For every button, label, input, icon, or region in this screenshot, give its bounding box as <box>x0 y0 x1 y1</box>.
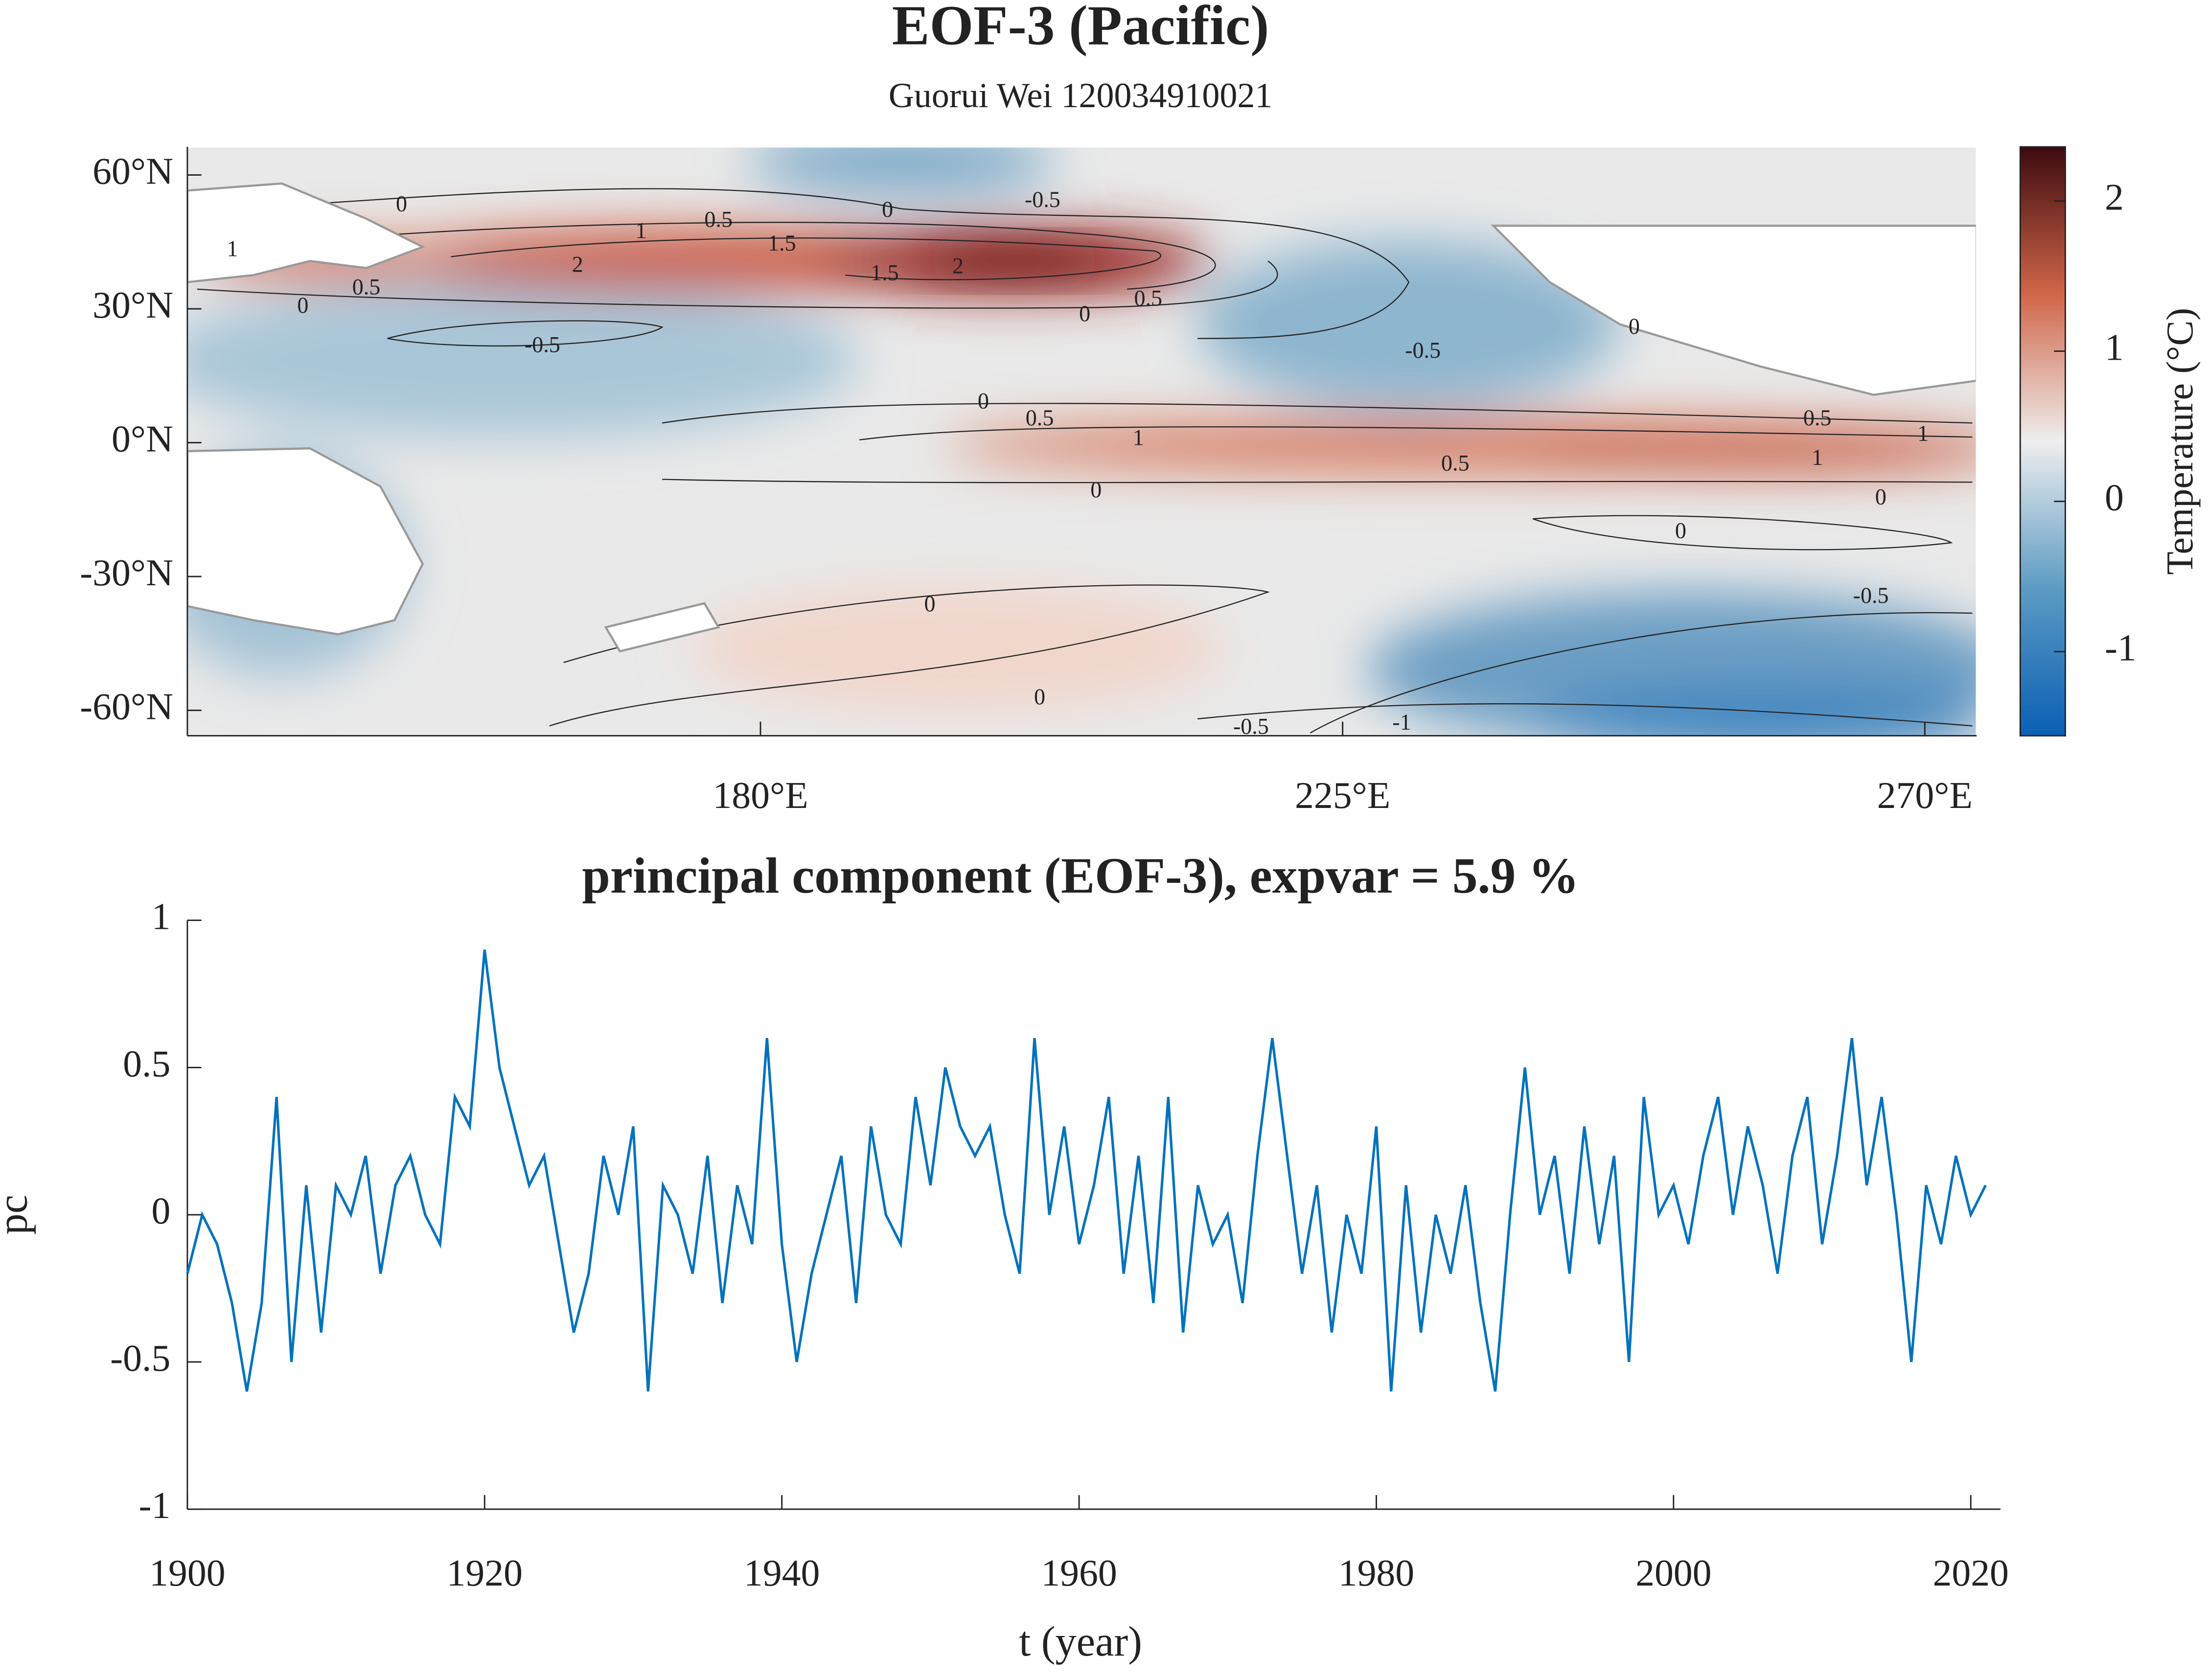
contour-label: 0 <box>1629 314 1640 339</box>
contour-label: -0.5 <box>525 332 560 357</box>
contour-label: 0.5 <box>1026 405 1054 430</box>
y-tick-label: -60°N <box>80 685 173 727</box>
contour-label: 1.5 <box>871 260 899 285</box>
contour-label: 0 <box>978 389 989 414</box>
contour-label: 0.5 <box>352 274 381 299</box>
x-tick-label: 2020 <box>1933 1552 2008 1594</box>
contour-label: -1 <box>1392 710 1411 735</box>
x-tick-label: 1980 <box>1338 1552 1414 1594</box>
contour-label: 0 <box>882 197 893 222</box>
contour-label: 0.5 <box>1803 405 1832 430</box>
colorbar-tick-label: 0 <box>2105 476 2124 518</box>
contour-label: 0 <box>396 191 407 216</box>
contour-label: 0 <box>1090 477 1102 502</box>
y-tick-label: 0.5 <box>123 1042 170 1084</box>
contour-label: 0 <box>924 591 936 616</box>
x-tick-label: 2000 <box>1635 1552 1711 1594</box>
contour-label: 0.5 <box>1134 285 1162 310</box>
y-tick-label: 0°N <box>112 417 173 460</box>
x-tick-label: 270°E <box>1877 774 1973 816</box>
colorbar-tick-label: 1 <box>2105 326 2124 368</box>
contour-label: 2 <box>952 253 964 278</box>
y-axis-label: pc <box>0 1195 36 1235</box>
y-tick-label: 0 <box>151 1190 170 1232</box>
contour-label: 0 <box>1079 301 1090 326</box>
contour-label: -0.5 <box>1025 187 1060 212</box>
x-tick-label: 225°E <box>1295 774 1390 816</box>
x-tick-label: 1940 <box>744 1552 820 1594</box>
contour-label: 1 <box>227 236 238 261</box>
y-tick-label: -0.5 <box>110 1337 170 1379</box>
colorbar-tick-label: -1 <box>2105 626 2137 668</box>
contour-label: -0.5 <box>1233 714 1269 739</box>
pc-line <box>186 949 1987 1392</box>
contour-label: 1 <box>1812 445 1823 470</box>
x-tick-label: 1920 <box>447 1552 523 1594</box>
map-field <box>187 147 1977 736</box>
contour-label: -0.5 <box>1853 583 1889 608</box>
contour-label: 1.5 <box>768 230 796 255</box>
colorbar-label: Temperature (°C) <box>2159 308 2201 575</box>
contour-label: 0 <box>1875 484 1887 509</box>
contour-label: 0.5 <box>1441 450 1470 475</box>
y-tick-label: 60°N <box>92 150 173 192</box>
y-tick-label: 30°N <box>92 284 173 326</box>
x-tick-label: 1900 <box>149 1552 225 1594</box>
y-tick-label: 1 <box>151 895 170 937</box>
x-tick-label: 1960 <box>1041 1552 1117 1594</box>
contour-label: 0 <box>1675 518 1686 543</box>
line-title: principal component (EOF-3), expvar = 5.… <box>582 848 1579 904</box>
contour-label: 0 <box>1034 684 1045 709</box>
x-axis-label: t (year) <box>1019 1618 1142 1665</box>
map-subtitle: Guorui Wei 120034910021 <box>889 76 1272 115</box>
contour-label: 0.5 <box>704 207 733 231</box>
contour-label: 0 <box>297 293 308 318</box>
y-tick-label: -1 <box>139 1484 171 1526</box>
contour-label: 1 <box>1133 425 1144 450</box>
contour-label: 1 <box>1917 421 1929 446</box>
contour-label: -0.5 <box>1405 338 1441 363</box>
map-title: EOF-3 (Pacific) <box>892 0 1269 56</box>
y-tick-label: -30°N <box>80 552 173 594</box>
contour-label: 2 <box>572 252 583 276</box>
x-tick-label: 180°E <box>713 774 808 816</box>
contour-label: 1 <box>635 218 646 243</box>
colorbar-tick-label: 2 <box>2105 176 2124 218</box>
colorbar <box>2019 146 2066 736</box>
